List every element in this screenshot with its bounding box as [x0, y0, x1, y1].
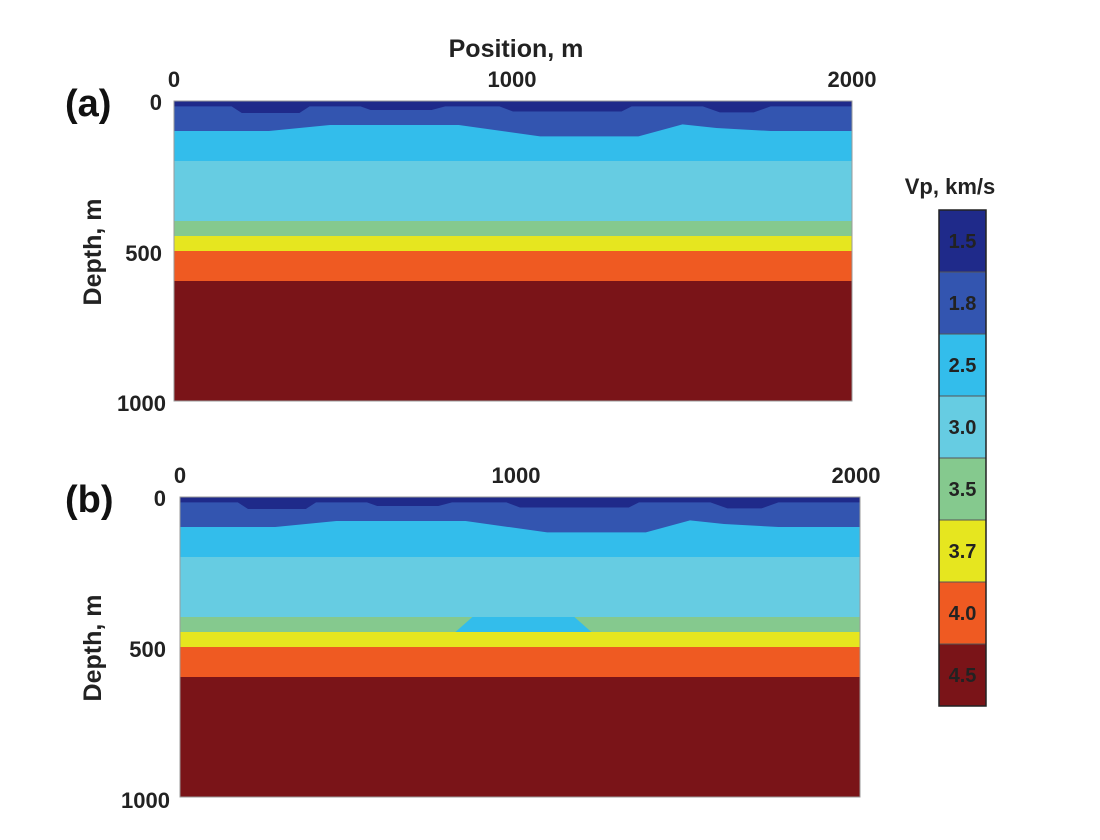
x-tick-label: 0	[168, 67, 180, 92]
colorbar-tick-label: 3.7	[949, 541, 977, 563]
y-tick-label: 0	[150, 90, 162, 115]
colorbar-swatch	[938, 519, 987, 583]
colorbar-tick-label: 4.5	[949, 665, 977, 687]
colorbar: Vp, km/s 1.5 1.8 2.5 3.0 3.5 3.7 4.0 4.5	[905, 174, 995, 707]
y-tick-label: 500	[129, 637, 166, 662]
panel-label: (b)	[65, 479, 114, 521]
colorbar-tick-label: 3.5	[949, 479, 977, 501]
y-tick-labels: 0 500 1000	[117, 90, 166, 416]
colorbar-tick-label: 3.0	[949, 417, 977, 439]
colorbar-swatch	[938, 395, 987, 459]
x-tick-label: 0	[174, 463, 186, 488]
plot-frame	[173, 100, 853, 402]
x-tick-labels: 0 1000 2000	[168, 67, 877, 92]
x-tick-label: 2000	[828, 67, 877, 92]
x-tick-label: 1000	[492, 463, 541, 488]
velocity-layer-4-5	[174, 281, 852, 401]
colorbar-frame	[938, 209, 987, 707]
x-tick-label: 2000	[832, 463, 881, 488]
colorbar-tick-label: 2.5	[949, 355, 977, 377]
panel-label: (a)	[65, 83, 111, 125]
x-tick-label: 1000	[488, 67, 537, 92]
x-tick-labels: 0 1000 2000	[174, 463, 881, 488]
velocity-model-plot-a	[173, 100, 853, 402]
y-tick-label: 0	[154, 486, 166, 511]
y-axis-title: Depth, m	[79, 595, 107, 702]
plot-frame	[179, 496, 861, 798]
colorbar-title: Vp, km/s	[905, 174, 995, 199]
colorbar-tick-label: 1.5	[949, 231, 977, 253]
colorbar-swatches: 1.5 1.8 2.5 3.0 3.5 3.7 4.0 4.5	[938, 209, 987, 707]
panel-a: (a) 0 1000 2000 0 500 1000 Depth, m	[65, 67, 876, 416]
x-axis-title: Position, m	[449, 35, 584, 63]
y-tick-labels: 0 500 1000	[121, 486, 170, 813]
colorbar-swatch	[938, 643, 987, 707]
velocity-layer-4-5	[180, 677, 860, 797]
panel-b: (b) 0 1000 2000 0 500 1000 Depth, m	[65, 463, 880, 813]
velocity-model-plot-b	[179, 496, 861, 798]
colorbar-tick-label: 4.0	[949, 603, 977, 625]
y-tick-label: 1000	[117, 391, 166, 416]
velocity-anomaly	[455, 617, 592, 632]
y-tick-label: 500	[125, 241, 162, 266]
colorbar-tick-label: 1.8	[949, 293, 977, 315]
y-tick-label: 1000	[121, 788, 170, 813]
y-axis-title: Depth, m	[79, 199, 107, 306]
